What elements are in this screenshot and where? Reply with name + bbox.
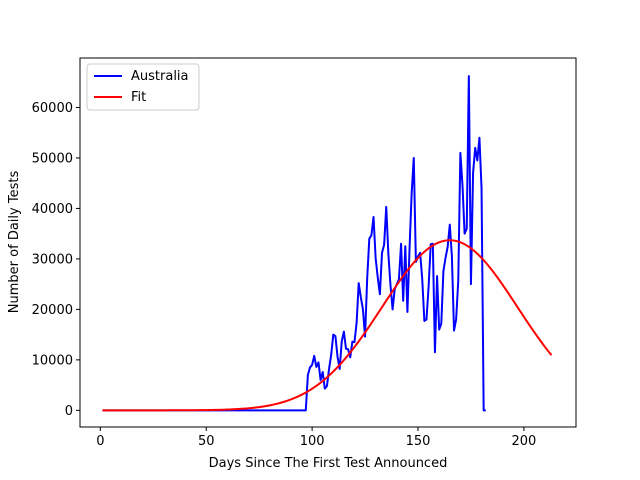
y-tick-label: 60000	[32, 101, 73, 116]
legend-label-fit: Fit	[131, 90, 146, 105]
y-tick-label: 30000	[32, 252, 73, 267]
x-tick-label: 0	[96, 434, 104, 449]
y-axis-label: Number of Daily Tests	[7, 171, 22, 314]
y-tick-label: 50000	[32, 151, 73, 166]
series-line-australia	[102, 75, 486, 412]
legend: Australia Fit	[86, 63, 200, 111]
y-tick-label: 20000	[32, 303, 73, 318]
x-tick-label: 200	[511, 434, 536, 449]
x-tick-label: 150	[406, 434, 431, 449]
series-line-fit	[102, 239, 553, 412]
y-tick-label: 0	[65, 404, 73, 419]
y-tick-label: 10000	[32, 353, 73, 368]
x-tick-label: 100	[300, 434, 325, 449]
x-axis-label: Days Since The First Test Announced	[209, 456, 448, 471]
legend-label-australia: Australia	[131, 69, 189, 84]
x-tick-label: 50	[198, 434, 215, 449]
y-tick-label: 40000	[32, 202, 73, 217]
plot-area-frame	[79, 57, 577, 428]
